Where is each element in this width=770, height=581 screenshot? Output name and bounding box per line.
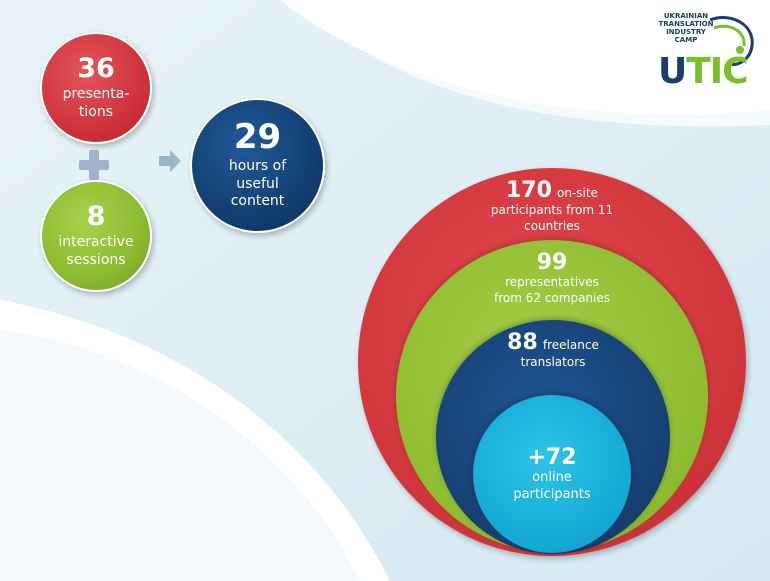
interactive-sessions-circle: 8 interactive sessions [40, 180, 152, 292]
presentations-number: 36 [77, 53, 115, 84]
presentations-circle: 36 presenta- tions [40, 32, 152, 144]
plus-icon [79, 150, 109, 180]
onsite-label: participants from 11 countries [490, 203, 614, 233]
interactive-label: interactive sessions [58, 234, 134, 268]
hours-content-circle: 29 hours of useful content [190, 98, 325, 233]
logo-tagline: UKRAINIAN TRANSLATION INDUSTRY CAMP [658, 12, 714, 45]
freelance-number: 88 [507, 330, 538, 355]
online-number: +72 [527, 444, 577, 470]
arrow-right-icon [159, 150, 181, 172]
interactive-number: 8 [86, 201, 106, 232]
onsite-header: 170 on-site [506, 178, 598, 203]
online-label: online participants [513, 469, 591, 502]
freelance-header: 88 freelance [507, 330, 599, 355]
hours-number: 29 [233, 117, 282, 158]
logo-swirl-icon [709, 16, 754, 66]
logo-wordmark: UTIC [658, 51, 749, 92]
hours-label: hours of useful content [228, 158, 287, 210]
onsite-number: 170 [506, 178, 552, 203]
freelance-label: translators [520, 355, 586, 369]
online-participants-circle: +72 online participants [473, 395, 631, 553]
representatives-label: representatives from 62 companies [494, 275, 610, 305]
utic-logo: UKRAINIAN TRANSLATION INDUSTRY CAMP UTIC [650, 12, 760, 100]
onsite-inline-label: on-site [557, 186, 598, 200]
presentations-label: presenta- tions [62, 86, 130, 120]
representatives-number: 99 [536, 250, 568, 275]
freelance-inline-label: freelance [542, 338, 599, 352]
